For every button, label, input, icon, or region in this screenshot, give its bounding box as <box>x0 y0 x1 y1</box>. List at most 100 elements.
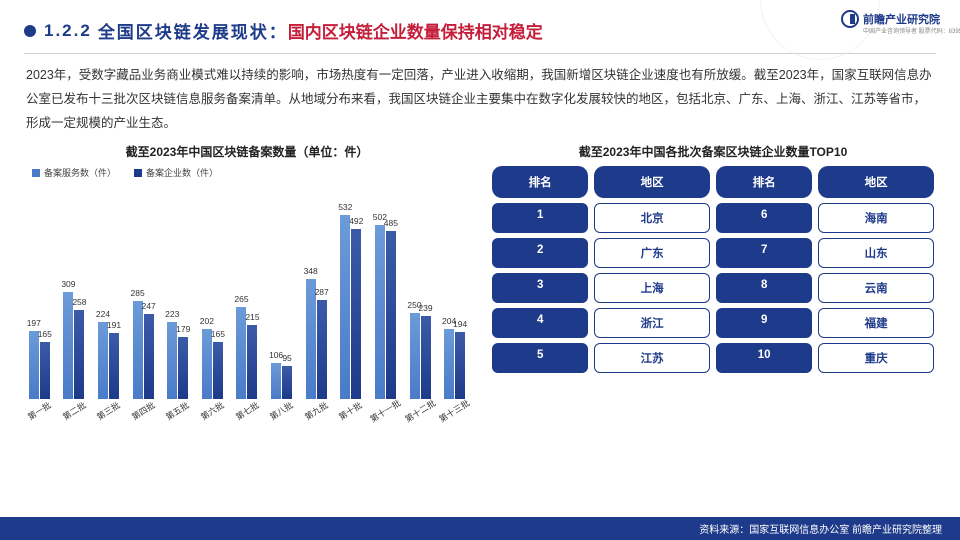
bar-series2: 165 <box>213 342 223 399</box>
bar-group: 532492 <box>333 205 368 399</box>
rank-cell: 8 <box>716 273 812 303</box>
decorative-circle <box>760 0 880 60</box>
region-cell: 海南 <box>818 203 934 233</box>
legend-label-2: 备案企业数（件） <box>146 166 218 179</box>
title-red: 国内区块链企业数量保持相对稳定 <box>288 18 543 43</box>
chart-legend: 备案服务数（件） 备案企业数（件） <box>20 166 474 179</box>
bar-value: 106 <box>269 350 283 360</box>
x-tick-label: 第三批 <box>91 397 127 426</box>
rank-cell: 6 <box>716 203 812 233</box>
legend-item-2: 备案企业数（件） <box>134 166 218 179</box>
bar-group: 348 287 <box>299 205 334 399</box>
bar-series1: 502 <box>375 225 385 399</box>
bar-value: 247 <box>142 301 156 311</box>
bar-value: 258 <box>72 297 86 307</box>
content-row: 截至2023年中国区块链备案数量（单位：件） 备案服务数（件） 备案企业数（件）… <box>0 135 960 417</box>
bar-group: 285247 <box>126 205 161 399</box>
table-title: 截至2023年中国各批次备案区块链企业数量TOP10 <box>486 143 940 160</box>
bar-series2: 191 <box>109 333 119 399</box>
bar-value: 215 <box>245 312 259 322</box>
ranking-table: 排名地区排名地区1北京6海南2广东7山东3上海8云南4浙江9福建5江苏10重庆 <box>486 166 940 373</box>
bar-value: 348 <box>304 266 318 276</box>
x-tick-label: 第十三批 <box>437 397 473 426</box>
bar-series1: 106 <box>271 363 281 400</box>
bar-value: 224 <box>96 309 110 319</box>
bar-series2: 239 <box>421 316 431 399</box>
bar-series1: 285 <box>133 301 143 400</box>
x-tick-label: 第十一批 <box>368 397 404 426</box>
bar-value: 309 <box>61 279 75 289</box>
bar-value: 179 <box>176 324 190 334</box>
legend-item-1: 备案服务数（件） <box>32 166 116 179</box>
bar-series1: 250 <box>410 313 420 400</box>
bar-value: 265 <box>234 294 248 304</box>
bar-series1: 532 <box>340 215 350 399</box>
bar-group: 224191 <box>91 205 126 399</box>
x-tick-label: 第二批 <box>56 397 92 426</box>
footer-source: 资料来源：国家互联网信息办公室 前瞻产业研究院整理 <box>0 517 960 540</box>
table-header-cell: 地区 <box>818 166 934 198</box>
bar-value: 532 <box>338 202 352 212</box>
x-axis-labels: 第一批第二批第三批第四批第五批第六批第七批第八批第九批第十批第十一批第十二批第十… <box>20 399 474 417</box>
bar-group: 204194 <box>437 205 472 399</box>
bar-series2: 492 <box>351 229 361 399</box>
bar-value: 197 <box>27 318 41 328</box>
bar-series1: 202 <box>202 329 212 399</box>
rank-cell: 2 <box>492 238 588 268</box>
bar-series2: 194 <box>455 332 465 399</box>
bar-series1: 309 <box>63 292 73 399</box>
bar-group: 202165 <box>195 205 230 399</box>
bar-series2: 247 <box>144 314 154 400</box>
region-cell: 云南 <box>818 273 934 303</box>
bar-group: 10695 <box>264 205 299 399</box>
logo-subtitle: 中国产业咨询领导者 股票代码：839599 <box>863 26 960 35</box>
rank-cell: 3 <box>492 273 588 303</box>
x-tick-label: 第五批 <box>160 397 196 426</box>
rank-cell: 4 <box>492 308 588 338</box>
table-panel: 截至2023年中国各批次备案区块链企业数量TOP10 排名地区排名地区1北京6海… <box>486 143 940 417</box>
bar-value: 223 <box>165 309 179 319</box>
legend-label-1: 备案服务数（件） <box>44 166 116 179</box>
x-tick-label: 第六批 <box>194 397 230 426</box>
section-number: 1.2.2 <box>44 21 92 41</box>
logo-text: 前瞻产业研究院 <box>863 11 940 27</box>
rank-cell: 1 <box>492 203 588 233</box>
bar-group: 223 179 <box>160 205 195 399</box>
bar-group: 265 215 <box>230 205 265 399</box>
bar-group: 250239 <box>403 205 438 399</box>
region-cell: 江苏 <box>594 343 710 373</box>
rank-cell: 7 <box>716 238 812 268</box>
bar-series2: 215 <box>247 325 257 399</box>
title-bullet <box>24 25 36 37</box>
table-header-cell: 地区 <box>594 166 710 198</box>
region-cell: 山东 <box>818 238 934 268</box>
chart-title: 截至2023年中国区块链备案数量（单位：件） <box>20 143 474 160</box>
x-tick-label: 第一批 <box>21 397 57 426</box>
body-paragraph: 2023年，受数字藏品业务商业模式难以持续的影响，市场热度有一定回落，产业进入收… <box>0 54 960 135</box>
table-header-cell: 排名 <box>492 166 588 198</box>
chart-area: 1971653092582241912852472231792021652652… <box>20 181 474 399</box>
bar-series1: 197 <box>29 331 39 399</box>
bar-value: 194 <box>453 319 467 329</box>
region-cell: 上海 <box>594 273 710 303</box>
rank-cell: 10 <box>716 343 812 373</box>
region-cell: 浙江 <box>594 308 710 338</box>
x-tick-label: 第九批 <box>298 397 334 426</box>
bar-series2: 485 <box>386 231 396 399</box>
chart-panel: 截至2023年中国区块链备案数量（单位：件） 备案服务数（件） 备案企业数（件）… <box>20 143 474 417</box>
region-cell: 福建 <box>818 308 934 338</box>
logo: 前瞻产业研究院 中国产业咨询领导者 股票代码：839599 <box>841 10 940 28</box>
x-tick-label: 第七批 <box>229 397 265 426</box>
x-tick-label: 第十二批 <box>402 397 438 426</box>
bar-series2: 95 <box>282 366 292 399</box>
bar-group: 309258 <box>57 205 92 399</box>
bar-series2: 165 <box>40 342 50 399</box>
bar-value: 287 <box>315 287 329 297</box>
bar-value: 191 <box>107 320 121 330</box>
bar-series2: 258 <box>74 310 84 399</box>
table-header-cell: 排名 <box>716 166 812 198</box>
logo-icon <box>841 10 859 28</box>
bar-series1: 204 <box>444 329 454 400</box>
legend-swatch-1 <box>32 169 40 177</box>
bar-group: 502485 <box>368 205 403 399</box>
